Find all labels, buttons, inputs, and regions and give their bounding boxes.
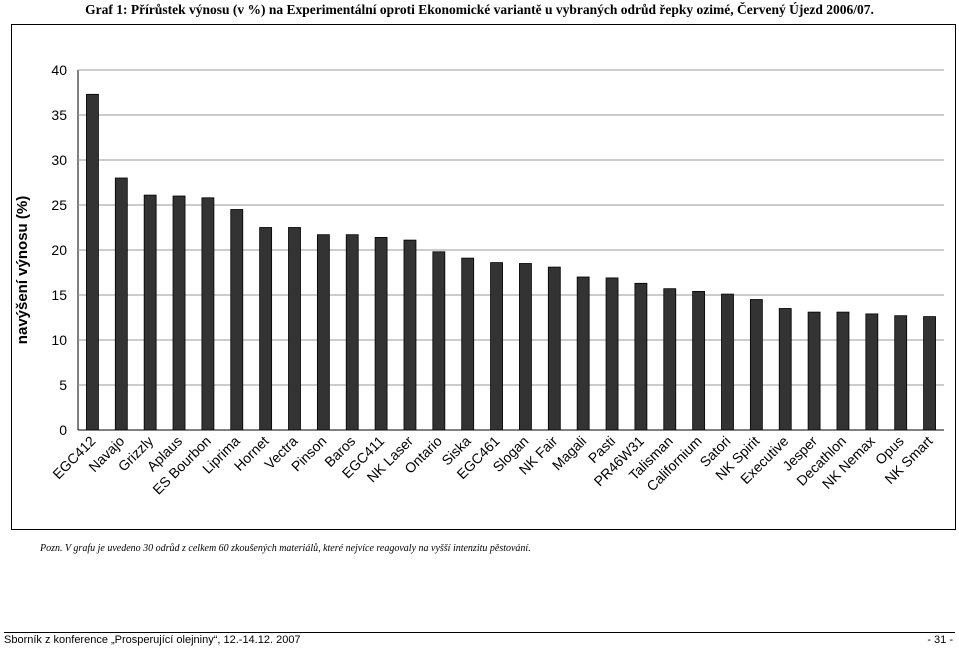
- bar-pasti: [605, 277, 619, 431]
- y-tick-label: 40: [51, 62, 67, 78]
- y-tick-labels: 0 5 10 15 20 25 30 35 40: [51, 62, 67, 438]
- bar-baros: [345, 234, 359, 431]
- chart-frame: [11, 24, 956, 530]
- footer-rule: [4, 632, 955, 633]
- bar-talisman: [663, 288, 677, 431]
- bar-egc412: [86, 93, 99, 431]
- bar-siska: [461, 257, 475, 431]
- bar-nk-fair: [547, 266, 561, 431]
- bar-decathlon: [836, 311, 850, 431]
- y-tick-label: 5: [59, 377, 67, 393]
- gridlines: [77, 69, 944, 431]
- bar-californium: [692, 290, 706, 431]
- footer-conference: Sborník z konference „Prosperující olejn…: [4, 634, 301, 646]
- bar-pr46w31: [634, 282, 648, 431]
- bar-ontario: [432, 251, 446, 431]
- y-tick-label: 30: [51, 152, 67, 168]
- bar-chart: 0 5 10 15 20 25 30 35 40 EGC412NavajoGrizzlyApla…: [14, 62, 944, 498]
- y-tick-label: 10: [51, 332, 67, 348]
- bar-nk-spirit: [749, 299, 763, 431]
- bar-grizzly: [143, 194, 157, 431]
- y-axis-label: navýšení výnosu (%): [14, 196, 31, 344]
- bar-opus: [894, 315, 908, 431]
- bar-magali: [576, 276, 590, 431]
- bar-es-bourbon: [201, 197, 215, 431]
- footnote: Pozn. V grafu je uvedeno 30 odrůd z celk…: [40, 543, 531, 554]
- bar-executive: [778, 308, 792, 431]
- bar-vectra: [288, 227, 301, 431]
- page-number: - 31 -: [927, 634, 953, 646]
- bar-egc411: [374, 236, 388, 431]
- bar-nk-smart: [923, 316, 936, 431]
- y-tick-label: 35: [51, 107, 67, 123]
- y-tick-label: 25: [51, 197, 67, 213]
- bar-egc461: [490, 262, 503, 431]
- bar-hornet: [259, 227, 273, 431]
- bar-liprima: [230, 209, 244, 431]
- bars: [86, 93, 936, 431]
- y-tick-label: 15: [51, 287, 67, 303]
- bar-navajo: [114, 177, 128, 431]
- y-tick-label: 20: [51, 242, 67, 258]
- bar-nk-laser: [403, 239, 417, 431]
- bar-jesper: [807, 311, 821, 431]
- y-tick-label: 0: [59, 422, 67, 438]
- bar-nk-nemax: [865, 313, 879, 431]
- bar-pinson: [316, 234, 330, 431]
- bar-slogan: [519, 263, 532, 431]
- chart-title: Graf 1: Přírůstek výnosu (v %) na Experi…: [85, 2, 874, 17]
- bar-satori: [721, 293, 734, 431]
- bar-aplaus: [172, 195, 186, 431]
